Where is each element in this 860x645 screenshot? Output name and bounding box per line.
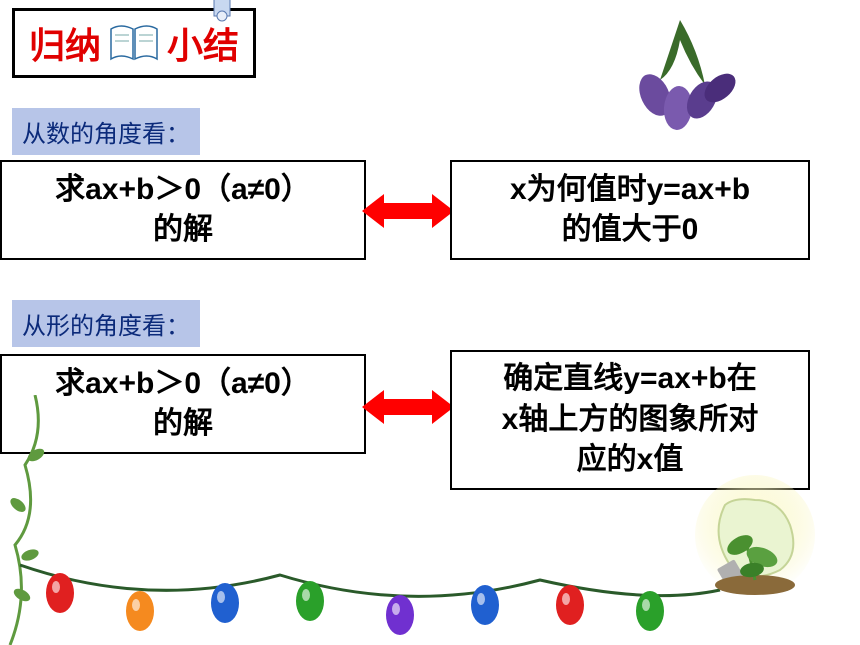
title-right: 小结 [167, 17, 239, 69]
section1-left-text: 求ax+b＞0（a≠0） 的解 [55, 170, 311, 251]
double-arrow-icon [362, 192, 454, 230]
section2-label: 从形的角度看： [12, 300, 200, 347]
lightbulb-plant-icon [670, 475, 820, 615]
section2-right-box: 确定直线y=ax+b在 x轴上方的图象所对 应的x值 [450, 350, 810, 490]
double-arrow-icon [362, 388, 454, 426]
section2-left-text: 求ax+b＞0（a≠0） 的解 [55, 364, 311, 445]
section2-right-text: 确定直线y=ax+b在 x轴上方的图象所对 应的x值 [502, 359, 759, 481]
book-icon [109, 23, 159, 63]
section1-right-box: x为何值时y=ax+b 的值大于0 [450, 160, 810, 260]
section1-left-box: 求ax+b＞0（a≠0） 的解 [0, 160, 366, 260]
title-left: 归纳 [29, 17, 101, 69]
flower-decoration-icon [620, 10, 750, 130]
section1-label: 从数的角度看： [12, 108, 200, 155]
section1-right-text: x为何值时y=ax+b 的值大于0 [510, 170, 750, 251]
scroll-ornament-icon [208, 0, 236, 22]
